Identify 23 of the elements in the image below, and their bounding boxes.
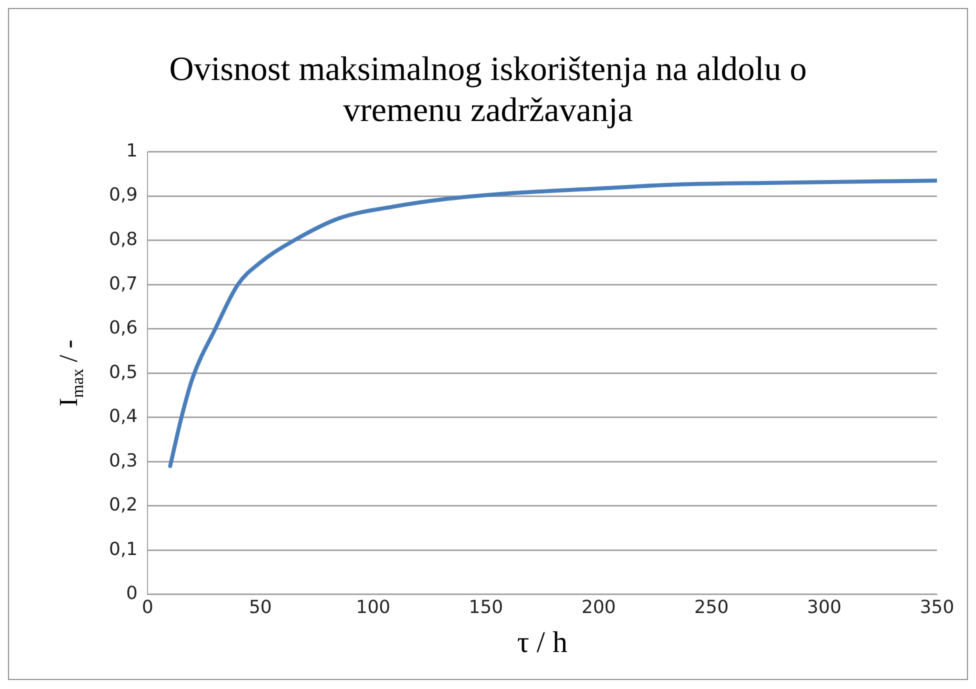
x-tick-label: 250 (694, 596, 729, 618)
x-tick-label: 200 (582, 596, 616, 618)
y-tick-label: 0,1 (108, 538, 138, 560)
x-tick-label: 150 (468, 596, 504, 618)
y-tick-label: 0 (126, 583, 138, 604)
x-tick-label: 350 (920, 596, 954, 618)
y-tick-label: 0,9 (108, 184, 138, 206)
chart-title: Ovisnost maksimalnog iskorištenja na aldolu o vremenu zadržavanja (168, 50, 808, 131)
y-tick-label: 0,8 (108, 228, 138, 250)
y-axis-title: Imax / - (54, 340, 87, 407)
y-tick-label: 0,3 (108, 450, 138, 472)
y-tick-label: 0,2 (108, 494, 138, 516)
y-tick-label: 0,4 (108, 406, 138, 428)
x-tick-label: 50 (248, 596, 272, 618)
line-series (168, 178, 937, 468)
x-axis-title: τ / h (517, 626, 568, 659)
x-tick-label: 300 (807, 596, 842, 618)
x-tick-label: 0 (142, 596, 154, 618)
x-tick-label: 100 (356, 596, 390, 618)
y-tick-label: 1 (126, 140, 138, 162)
y-tick-label: 0,5 (108, 362, 138, 383)
y-tick-label: 0,6 (108, 318, 138, 339)
y-tick-label: 0,7 (108, 273, 138, 294)
